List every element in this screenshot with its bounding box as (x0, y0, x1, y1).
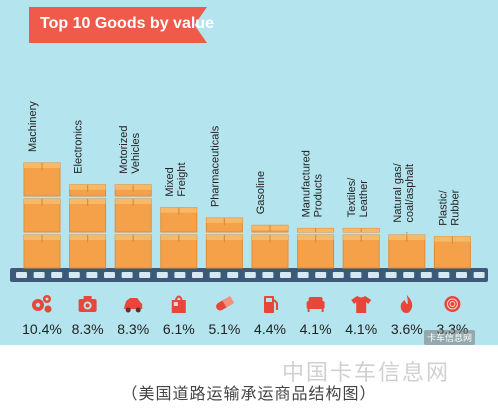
category-label: Gasoline (255, 171, 267, 214)
conveyor-slat (121, 272, 133, 278)
conveyor-slat (420, 272, 432, 278)
conveyor-slat (473, 272, 485, 278)
bar-stack (342, 227, 380, 269)
bar-stack (205, 217, 243, 269)
chart-title: Top 10 Goods by value (40, 15, 214, 32)
chart-panel (0, 0, 498, 345)
camera-icon (78, 296, 97, 312)
conveyor-slat (280, 272, 291, 278)
value-label: 3.6% (391, 321, 423, 337)
shopping-bag-icon (171, 295, 186, 313)
gas-pump-icon (264, 296, 278, 313)
conveyor-slat (262, 272, 274, 278)
value-label: 4.1% (345, 321, 377, 337)
conveyor-slat (68, 272, 80, 278)
category-label: Machinery (27, 101, 39, 152)
watermark-badge: 卡车信息网 (424, 330, 476, 345)
conveyor-slat (456, 272, 467, 278)
conveyor-slat (438, 272, 450, 278)
value-label: 4.4% (254, 321, 286, 337)
bar-box (23, 234, 61, 269)
sofa-icon (306, 297, 325, 312)
bar-stack (388, 232, 426, 269)
conveyor-slat (209, 272, 221, 278)
title-banner (29, 7, 207, 43)
bar-chart: Machinery 10.4% Electronics 8.3% MotorizedVe… (10, 101, 488, 337)
shirt-icon (351, 296, 372, 313)
flame-icon (400, 295, 413, 313)
value-label: 4.1% (300, 321, 332, 337)
bar-stack (251, 224, 289, 269)
category-label: Pharmaceuticals (209, 125, 221, 207)
conveyor-slat (139, 272, 151, 278)
value-label: 8.3% (117, 321, 149, 337)
conveyor-slat (86, 272, 98, 278)
category-label: Natural gas/coal/asphalt (392, 162, 416, 222)
conveyor-slat (403, 272, 415, 278)
conveyor-slat (33, 272, 45, 278)
conveyor-slat (385, 272, 397, 278)
conveyor-slat (332, 272, 344, 278)
category-label: MixedFreight (164, 162, 188, 196)
gears-icon (32, 295, 52, 313)
bar-stack (114, 184, 152, 269)
conveyor-slat (16, 272, 27, 278)
conveyor-slat (350, 272, 362, 278)
bar-stack (160, 207, 198, 269)
bar-stack (23, 162, 61, 269)
value-label: 8.3% (72, 321, 104, 337)
value-label: 5.1% (208, 321, 240, 337)
conveyor-slat (315, 272, 327, 278)
category-label: Textiles/Leather (346, 177, 370, 218)
conveyor-slat (104, 272, 115, 278)
conveyor-slat (297, 272, 309, 278)
caption: （美国道路运输承运商品结构图） (121, 384, 377, 403)
watermark: 中国卡车信息网 (282, 361, 451, 386)
pill-icon (216, 296, 235, 311)
category-label: Electronics (73, 120, 85, 174)
conveyor-slat (368, 272, 379, 278)
bar-stack (297, 227, 335, 269)
category-label: ManufacturedProducts (301, 150, 325, 217)
category-label: Plastic/Rubber (437, 189, 461, 225)
rubber-ball-icon (444, 296, 461, 312)
conveyor-slat (51, 272, 63, 278)
value-label: 6.1% (163, 321, 195, 337)
bar-stack (69, 184, 107, 269)
conveyor-slat (174, 272, 186, 278)
car-icon (124, 298, 143, 313)
conveyor-slat (192, 272, 203, 278)
category-label: MotorizedVehicles (118, 126, 142, 174)
value-label: 10.4% (22, 321, 62, 337)
bar-stack (433, 236, 471, 269)
conveyor-slat (244, 272, 256, 278)
conveyor-slat (227, 272, 239, 278)
conveyor-slat (156, 272, 168, 278)
